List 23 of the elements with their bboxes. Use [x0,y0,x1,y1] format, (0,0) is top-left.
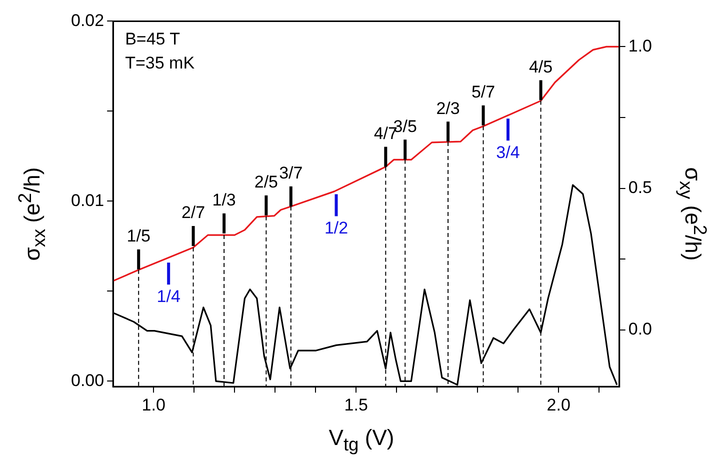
x-axis-title: V$_{tg}$ (V) [328,424,396,455]
x-tick-label: 1.0 [142,395,166,414]
y-tick-label: 0.02 [70,10,104,30]
annotation: 3/7 [279,164,303,183]
y2-tick-label: 1.0 [628,36,652,56]
x-tick-label: 2.0 [546,395,570,414]
x-tick-label: 1.5 [344,395,368,414]
y2-tick-label: 0.0 [628,320,652,339]
annotation: 2/3 [436,98,460,118]
y-tick-label: 0.00 [70,370,104,390]
annotation: T=35 mK [125,53,196,72]
y-tick-label: 0.01 [70,190,104,210]
annotation: 1/4 [156,286,180,306]
annotation: 4/5 [528,57,553,76]
annotation: 1/5 [126,226,150,246]
annotation: B=45 T [125,29,180,48]
annotation: 3/4 [496,142,520,162]
y2-tick-label: 0.5 [628,178,652,198]
annotation: 1/3 [212,190,236,210]
annotation: 5/7 [471,82,496,102]
annotation: 1/2 [324,218,348,238]
annotation: 2/5 [254,172,278,192]
annotation: 2/7 [181,203,206,222]
